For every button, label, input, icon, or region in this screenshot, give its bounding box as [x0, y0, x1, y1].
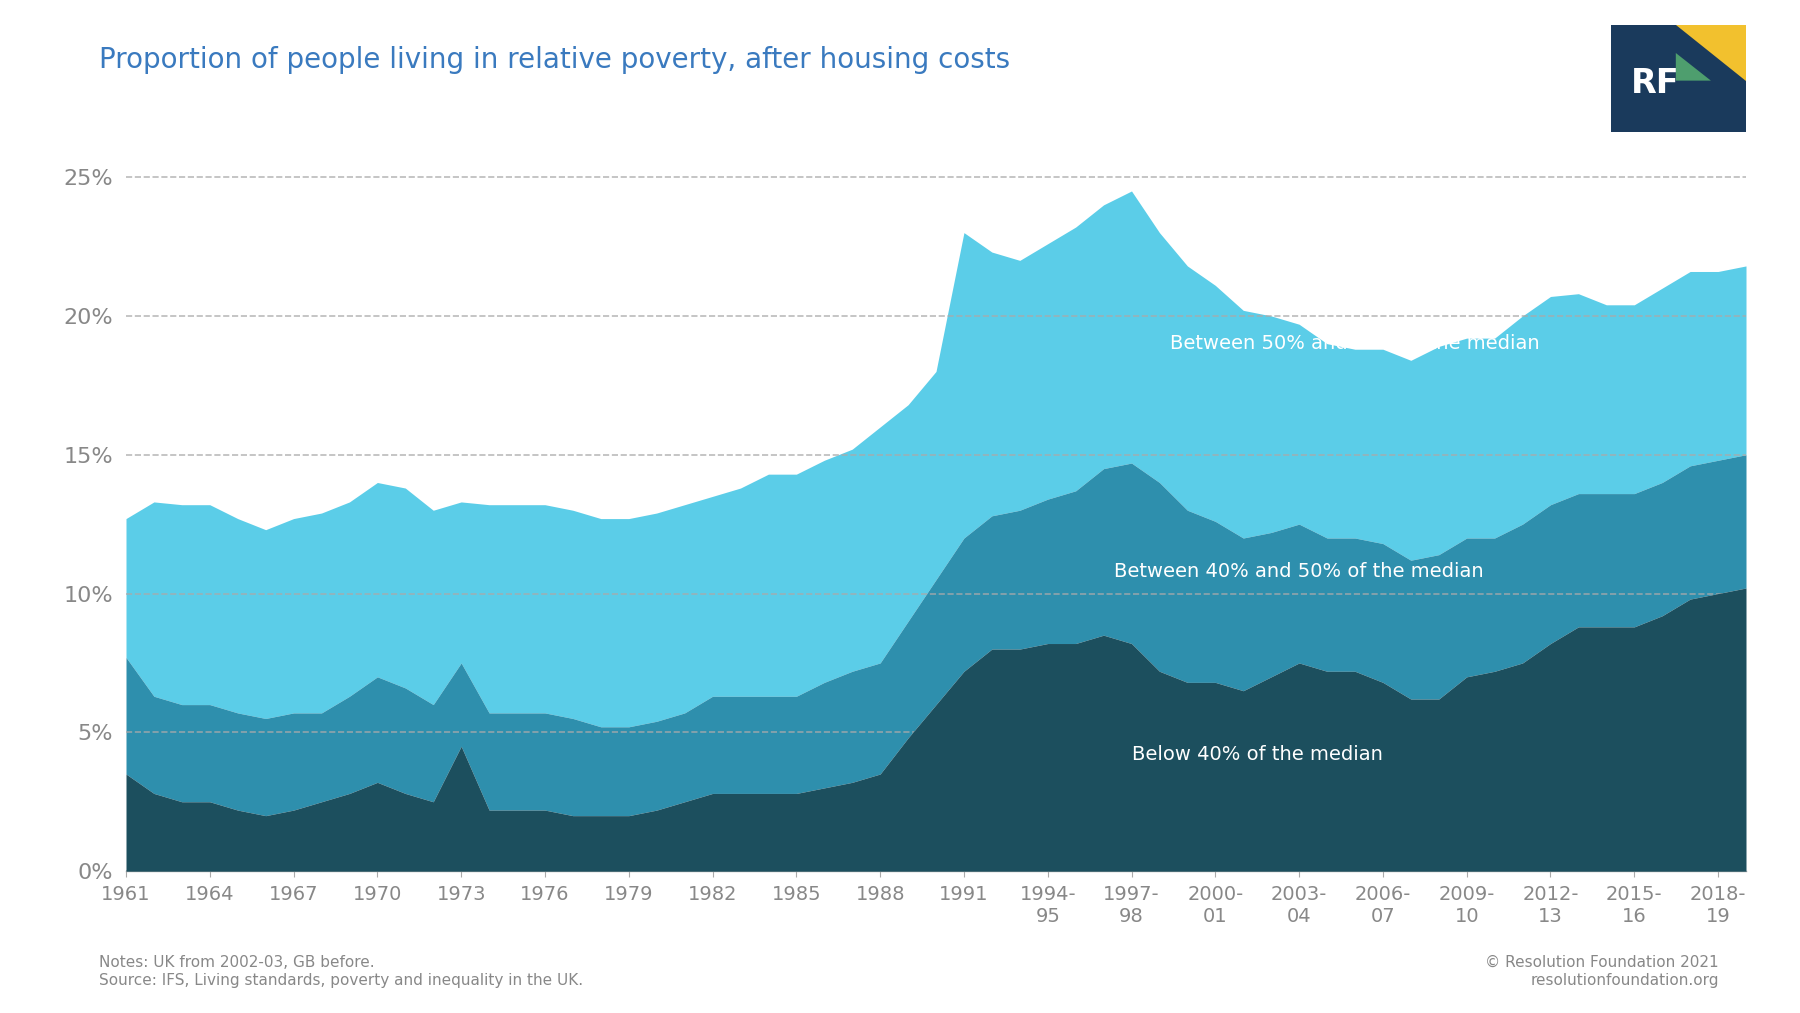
Text: Between 40% and 50% of the median: Between 40% and 50% of the median [1114, 562, 1483, 580]
Text: Proportion of people living in relative poverty, after housing costs: Proportion of people living in relative … [99, 46, 1010, 74]
Text: © Resolution Foundation 2021
resolutionfoundation.org: © Resolution Foundation 2021 resolutionf… [1485, 955, 1719, 988]
FancyBboxPatch shape [1611, 25, 1746, 132]
Text: Below 40% of the median: Below 40% of the median [1132, 746, 1382, 764]
Polygon shape [1676, 53, 1710, 81]
Text: Notes: UK from 2002-03, GB before.
Source: IFS, Living standards, poverty and in: Notes: UK from 2002-03, GB before. Sourc… [99, 955, 583, 988]
Polygon shape [1676, 25, 1746, 81]
Text: Between 50% and 60% of the median: Between 50% and 60% of the median [1170, 334, 1539, 354]
Text: RF: RF [1631, 67, 1679, 100]
